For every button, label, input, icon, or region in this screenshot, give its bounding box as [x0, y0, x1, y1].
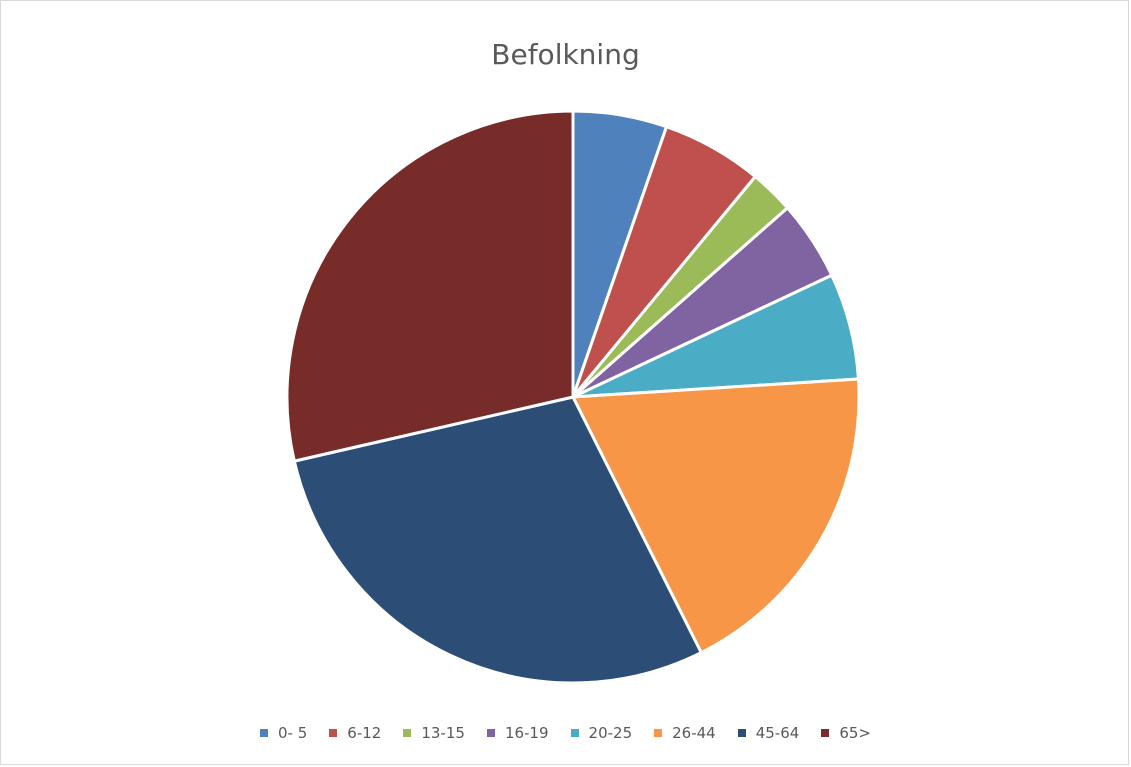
legend-item: 16-19 [486, 724, 549, 742]
legend-label: 13-15 [421, 724, 465, 742]
legend-swatch [329, 729, 338, 737]
pie-slice-45-64 [292, 395, 703, 685]
chart-title: Befolkning [491, 38, 640, 71]
legend-label: 16-19 [504, 724, 549, 742]
legend-item: 65> [821, 724, 871, 742]
legend-label: 20-25 [588, 724, 633, 742]
legend-item: 6-12 [329, 724, 381, 742]
legend-swatch [486, 729, 495, 737]
legend-item: 45-64 [737, 724, 800, 742]
legend-swatch [821, 729, 830, 737]
legend-swatch [403, 729, 412, 737]
legend-label: 65> [839, 724, 871, 742]
legend-item: 20-25 [570, 724, 633, 742]
legend-item: 13-15 [403, 724, 465, 742]
legend-swatch [654, 729, 663, 737]
legend-swatch [570, 729, 579, 737]
pie-slice-65 [285, 109, 575, 463]
legend-label: 6-12 [347, 724, 382, 742]
legend-label: 0- 5 [278, 724, 308, 742]
legend-swatch [737, 729, 746, 737]
legend-item: 26-44 [654, 724, 716, 742]
pie-slice-26-44 [571, 377, 861, 655]
legend-swatch [260, 729, 269, 737]
legend: 0- 5 6-12 13-15 16-19 20-25 26-44 45-64 65> [0, 724, 1131, 742]
legend-item: 0- 5 [260, 724, 307, 742]
legend-label: 45-64 [755, 724, 800, 742]
legend-label: 26-44 [672, 724, 716, 742]
